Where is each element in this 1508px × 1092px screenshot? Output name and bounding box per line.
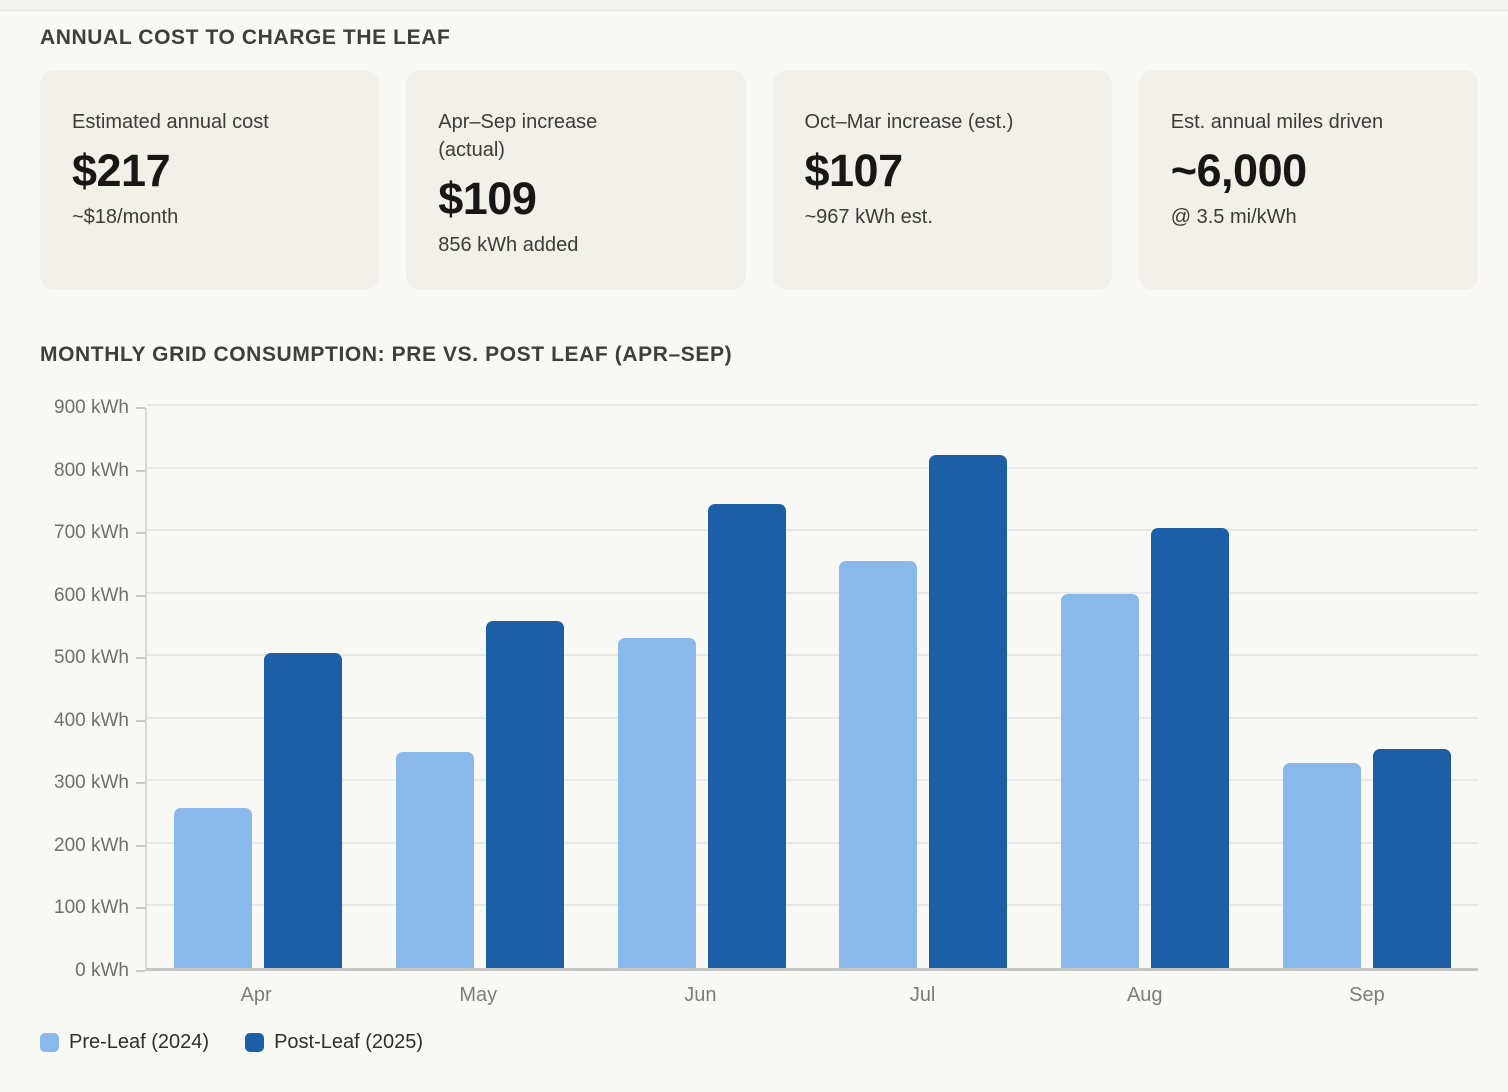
bar-sep-post-leaf: [1373, 749, 1452, 968]
bar-apr-post-leaf: [263, 653, 342, 968]
stat-card-label: Oct–Mar increase (est.): [804, 111, 1014, 133]
stat-card-subtext: ~$18/month: [72, 206, 179, 228]
y-tick-label: 800 kWh: [54, 459, 129, 481]
legend-swatch-icon: [245, 1033, 265, 1052]
stat-card-subtext: ~967 kWh est.: [804, 206, 933, 228]
x-axis-labels: Apr May Jun Jul Aug Sep: [145, 984, 1478, 1007]
top-divider: [0, 0, 1508, 11]
legend-item-pre-leaf: Pre-Leaf (2024): [40, 1031, 209, 1054]
bar-apr-pre-leaf: [173, 808, 252, 968]
gridline: [147, 529, 1478, 532]
gridline: [147, 404, 1478, 406]
y-tick-mark: [136, 844, 145, 847]
bar-may-pre-leaf: [395, 752, 474, 968]
x-axis-label-may: May: [459, 984, 498, 1006]
y-tick-label: 300 kWh: [54, 772, 129, 794]
bar-jul-pre-leaf: [839, 560, 918, 968]
y-tick-mark: [136, 407, 145, 409]
stat-card-label: Apr–Sep increase (actual): [438, 111, 598, 161]
y-tick-mark: [136, 657, 145, 660]
y-tick-label: 900 kWh: [54, 397, 129, 418]
y-tick-label: 600 kWh: [54, 584, 129, 606]
stat-card: Estimated annual cost $217 ~$18/month: [40, 70, 380, 290]
bar-may-post-leaf: [485, 620, 564, 968]
y-tick-label: 0 kWh: [75, 960, 129, 981]
stat-card: Est. annual miles driven ~6,000 @ 3.5 mi/k…: [1138, 70, 1478, 290]
y-tick-mark: [136, 970, 145, 972]
bar-jul-post-leaf: [929, 455, 1008, 968]
gridline: [147, 904, 1478, 907]
bar-aug-post-leaf: [1151, 528, 1230, 968]
y-tick-mark: [136, 782, 145, 785]
y-tick-mark: [136, 532, 145, 535]
bar-aug-pre-leaf: [1061, 593, 1140, 968]
y-tick-mark: [136, 469, 145, 472]
gridline: [147, 716, 1478, 719]
bar-group-apr: [147, 408, 369, 968]
y-tick-label: 200 kWh: [54, 834, 129, 856]
chart-title: MONTHLY GRID CONSUMPTION: PRE VS. POST L…: [40, 343, 733, 366]
legend-label: Post-Leaf (2025): [274, 1031, 424, 1053]
bar-groups: [147, 408, 1478, 968]
bar-jun-pre-leaf: [617, 638, 696, 968]
gridline: [147, 841, 1478, 844]
gridline: [147, 779, 1478, 782]
stat-card: Oct–Mar increase (est.) $107 ~967 kWh est.: [772, 70, 1112, 290]
bar-sep-pre-leaf: [1283, 762, 1362, 968]
bar-group-may: [369, 408, 591, 968]
x-axis-label-jul: Jul: [909, 984, 936, 1006]
bar-group-sep: [1256, 408, 1478, 968]
y-axis: 0 kWh 100 kWh 200 kWh 300 kWh 400 kWh 500 kWh…: [40, 397, 145, 981]
x-axis-label-apr: Apr: [240, 984, 272, 1006]
stat-cards: Estimated annual cost $217 ~$18/month Apr–S…: [40, 70, 1478, 290]
bar-group-jul: [812, 408, 1034, 968]
legend-swatch-icon: [40, 1033, 59, 1052]
stat-card-value: $109: [438, 173, 537, 224]
y-tick-mark: [136, 907, 145, 910]
stat-card-value: $217: [72, 145, 171, 196]
gridline: [147, 466, 1478, 469]
y-tick-label: 100 kWh: [54, 897, 129, 919]
y-tick-label: 400 kWh: [54, 709, 129, 731]
y-tick-mark: [136, 594, 145, 597]
x-axis-label-sep: Sep: [1349, 984, 1385, 1006]
legend-item-post-leaf: Post-Leaf (2025): [245, 1031, 423, 1054]
legend-label: Pre-Leaf (2024): [69, 1031, 210, 1053]
y-tick-label: 500 kWh: [54, 647, 129, 669]
stat-card-value: $107: [804, 145, 904, 196]
chart-legend: Pre-Leaf (2024) Post-Leaf (2025): [40, 1031, 1478, 1054]
bar-group-aug: [1034, 408, 1256, 968]
stat-card: Apr–Sep increase (actual) $109 856 kWh add…: [406, 70, 746, 290]
stat-card-value: ~6,000: [1170, 145, 1307, 196]
y-tick-label: 700 kWh: [54, 522, 129, 544]
bar-jun-post-leaf: [707, 504, 786, 968]
stat-card-label: Estimated annual cost: [72, 111, 269, 133]
cost-section-title: ANNUAL COST TO CHARGE THE LEAF: [40, 26, 451, 49]
stat-card-label: Est. annual miles driven: [1170, 111, 1384, 133]
gridline: [147, 591, 1478, 594]
stat-card-subtext: @ 3.5 mi/kWh: [1170, 206, 1297, 228]
gridline: [147, 654, 1478, 657]
dashboard: ANNUAL COST TO CHARGE THE LEAF Estimated…: [0, 26, 1508, 1054]
bar-chart: 0 kWh 100 kWh 200 kWh 300 kWh 400 kWh 500 kWh…: [40, 397, 1478, 981]
x-axis-label-aug: Aug: [1126, 984, 1163, 1006]
plot-area: [145, 404, 1478, 971]
stat-card-subtext: 856 kWh added: [438, 234, 579, 256]
bar-group-jun: [591, 408, 813, 968]
x-axis-label-jun: Jun: [684, 984, 717, 1006]
y-tick-mark: [136, 719, 145, 722]
